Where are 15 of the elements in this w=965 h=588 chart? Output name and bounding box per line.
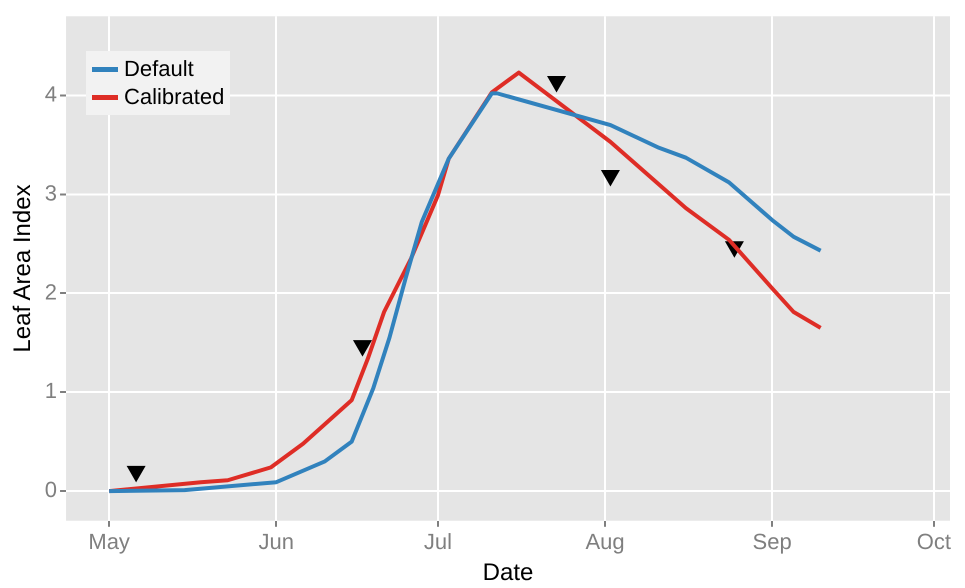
y-tick-label: 0 <box>44 477 58 502</box>
x-tick-label: Jun <box>258 529 294 554</box>
y-tick-label: 3 <box>44 180 58 206</box>
y-axis-title: Leaf Area Index <box>9 184 36 353</box>
x-tick-label: May <box>88 529 130 554</box>
x-tick-label: Aug <box>585 529 625 554</box>
x-tick-label: Sep <box>752 529 792 554</box>
y-tick-label: 2 <box>44 279 58 304</box>
y-tick-label: 1 <box>44 378 58 404</box>
x-tick-label: Jul <box>424 529 452 554</box>
legend-label: Default <box>124 55 194 84</box>
x-tick-label: Oct <box>916 529 951 554</box>
x-axis-title: Date <box>482 559 534 586</box>
y-tick-label: 4 <box>44 81 58 106</box>
legend-label: Calibrated <box>124 83 224 112</box>
